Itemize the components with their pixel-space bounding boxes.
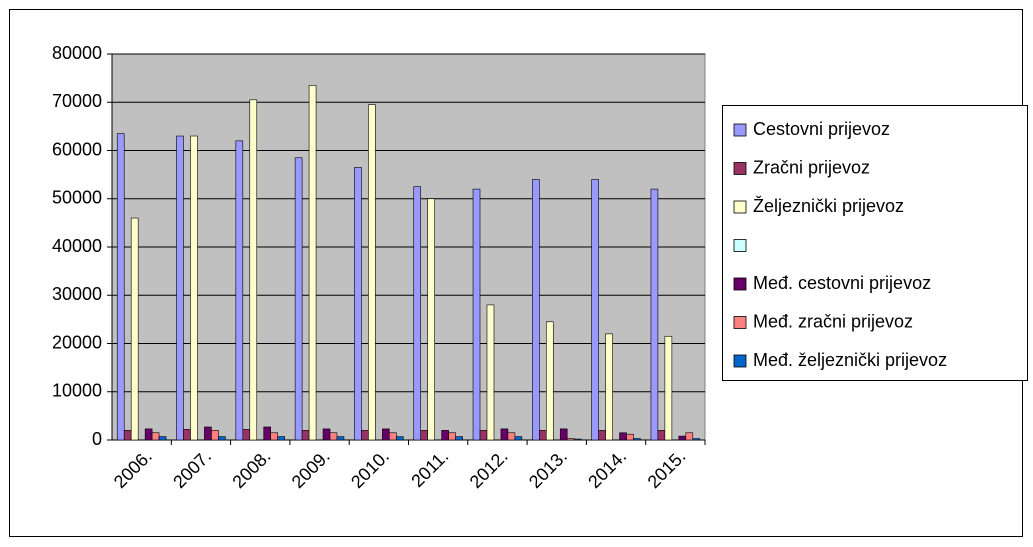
bar bbox=[591, 179, 599, 441]
y-tick-label: 80000 bbox=[52, 43, 102, 63]
y-tick-label: 60000 bbox=[52, 139, 102, 159]
bar bbox=[235, 140, 244, 441]
bar bbox=[448, 432, 456, 441]
bar bbox=[211, 430, 219, 441]
bar bbox=[336, 436, 345, 441]
bar bbox=[242, 429, 251, 441]
legend-label: Zračni prijevoz bbox=[753, 157, 870, 177]
bar bbox=[130, 217, 139, 441]
bar bbox=[123, 430, 132, 441]
y-tick-label: 10000 bbox=[52, 381, 102, 401]
bar bbox=[382, 428, 390, 441]
bar bbox=[427, 198, 435, 441]
bar bbox=[144, 428, 153, 441]
y-tick-label: 40000 bbox=[52, 236, 102, 256]
bar bbox=[301, 430, 310, 441]
legend-label: Cestovni prijevoz bbox=[753, 119, 890, 139]
bar bbox=[204, 426, 212, 441]
bar bbox=[619, 432, 627, 441]
bar bbox=[650, 188, 659, 441]
y-tick-label: 0 bbox=[92, 429, 102, 449]
bar bbox=[605, 333, 613, 441]
bar bbox=[479, 430, 488, 441]
bar bbox=[626, 433, 634, 441]
y-tick-label: 70000 bbox=[52, 91, 102, 111]
bar bbox=[322, 428, 331, 441]
y-tick-label: 50000 bbox=[52, 188, 102, 208]
bar bbox=[692, 438, 701, 441]
legend-label: Međ. cestovni prijevoz bbox=[753, 273, 931, 293]
legend-swatch bbox=[733, 162, 747, 175]
legend-swatch bbox=[733, 354, 747, 368]
bar bbox=[678, 435, 687, 441]
bar bbox=[545, 321, 554, 441]
legend-label: Međ. željeznički prijevoz bbox=[753, 350, 947, 370]
bar bbox=[263, 426, 272, 441]
legend-swatch bbox=[733, 316, 747, 329]
bar bbox=[455, 436, 463, 441]
bar bbox=[664, 335, 673, 441]
bar bbox=[685, 432, 694, 441]
bar bbox=[507, 432, 516, 441]
bar bbox=[472, 188, 481, 441]
bar bbox=[486, 304, 495, 441]
legend-swatch bbox=[733, 123, 747, 137]
bar bbox=[183, 429, 191, 441]
bar bbox=[151, 432, 160, 441]
bar bbox=[368, 104, 376, 441]
bar bbox=[559, 428, 568, 441]
legend bbox=[722, 105, 1028, 381]
bar bbox=[329, 432, 338, 441]
legend-swatch bbox=[733, 239, 747, 252]
bar bbox=[566, 438, 575, 441]
legend-swatch bbox=[733, 200, 747, 214]
bar bbox=[441, 430, 449, 441]
y-tick-label: 20000 bbox=[52, 332, 102, 352]
bar bbox=[420, 430, 428, 441]
bar bbox=[158, 436, 167, 441]
bar bbox=[277, 436, 285, 441]
bar bbox=[190, 135, 198, 441]
bar bbox=[176, 135, 184, 441]
bar bbox=[539, 430, 547, 441]
bar bbox=[532, 179, 540, 441]
bar bbox=[116, 133, 125, 441]
bar bbox=[308, 85, 317, 441]
bar bbox=[573, 438, 582, 441]
bar bbox=[657, 430, 666, 441]
bar bbox=[413, 186, 422, 441]
bar bbox=[249, 99, 258, 441]
y-tick-label: 30000 bbox=[52, 284, 102, 304]
bar bbox=[395, 436, 404, 441]
bar bbox=[361, 430, 369, 441]
legend-swatch bbox=[733, 277, 747, 291]
bar bbox=[500, 428, 509, 441]
bar bbox=[270, 432, 278, 441]
bar bbox=[294, 157, 303, 441]
legend-label: Željeznički prijevoz bbox=[753, 196, 904, 216]
legend-label: Međ. zračni prijevoz bbox=[753, 311, 913, 331]
bar bbox=[598, 430, 606, 441]
bar bbox=[354, 167, 362, 441]
bar bbox=[514, 436, 523, 441]
bar bbox=[389, 432, 397, 441]
bar bbox=[633, 438, 641, 441]
bar bbox=[218, 436, 226, 441]
